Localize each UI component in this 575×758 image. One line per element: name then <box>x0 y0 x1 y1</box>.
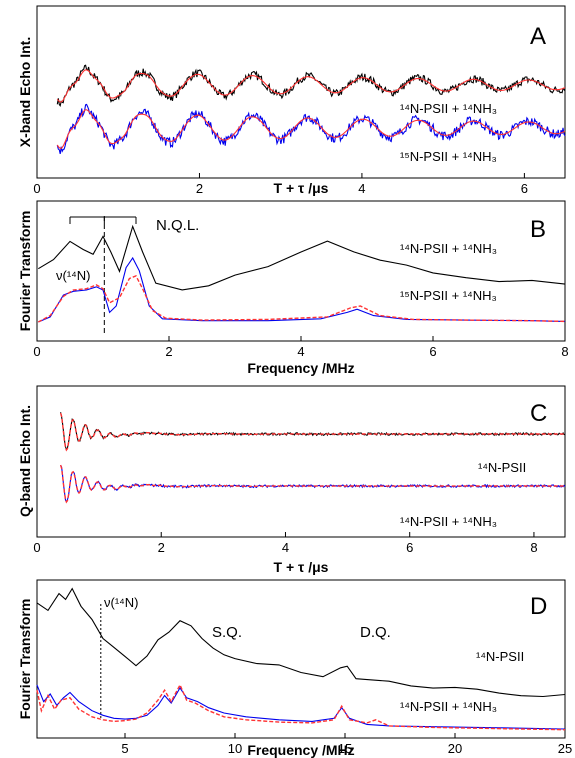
x-tick-label: 2 <box>196 181 203 196</box>
series-line-3-2 <box>36 683 566 731</box>
panel-d-nu-14n-label: ν(¹⁴N) <box>104 595 138 610</box>
panel-b-nu-14n-label: ν(¹⁴N) <box>56 268 90 283</box>
panel-c-annotation-lower: ¹⁴N-PSII + ¹⁴NH₃ <box>400 514 497 529</box>
x-tick-label: 0 <box>33 540 40 555</box>
panel-b-annotation-lower: ¹⁵N-PSII + ¹⁴NH₃ <box>400 288 497 303</box>
x-tick-label: 20 <box>448 741 462 756</box>
series-line-1-0 <box>38 224 566 291</box>
panel-b: B 0 2 4 6 8 N.Q.L. ν(¹⁴N) ¹⁴N-PSII + ¹⁴NH₃ ¹… <box>17 200 569 376</box>
panel-b-plot: 0 2 4 6 8 <box>33 216 569 359</box>
x-tick-label: 4 <box>282 540 289 555</box>
panel-a-x-axis-title: T + τ /μs <box>274 180 329 196</box>
panel-d-y-axis-title: Fourier Transform <box>17 599 33 720</box>
x-tick-label: 15 <box>338 741 352 756</box>
panel-d-annotation-lower: ¹⁴N-PSII + ¹⁴NH₃ <box>400 699 497 714</box>
panel-c-letter: C <box>530 400 547 427</box>
panel-c: C 0 2 4 6 8 ¹⁴N-PSII ¹⁴N-PSII + ¹⁴NH₃ Q-band… <box>17 385 566 575</box>
panel-a: A 0 2 4 6 ¹⁴N-PSII + ¹⁴NH₃ ¹⁵N-PSII + ¹⁴NH₃… <box>17 5 566 196</box>
panel-b-nql-label: N.Q.L. <box>156 217 199 234</box>
panel-a-y-axis-title: X-band Echo Int. <box>17 37 33 147</box>
x-tick-label: 5 <box>121 741 128 756</box>
panel-b-y-axis-title: Fourier Transform <box>17 211 33 332</box>
x-tick-label: 8 <box>530 540 537 555</box>
series-line-2-0 <box>60 412 566 451</box>
panel-d-letter: D <box>530 593 547 620</box>
panel-d: D 5 10 15 20 25 ν(¹⁴N) S.Q. D.Q. ¹⁴N-PSII ¹⁴… <box>17 579 572 758</box>
series-line-2-1 <box>59 412 565 452</box>
series-line-2-2 <box>60 464 566 503</box>
panel-d-sq-label: S.Q. <box>212 624 242 641</box>
panel-c-frame <box>36 385 566 538</box>
panel-d-plot: 5 10 15 20 25 <box>36 587 572 756</box>
x-tick-label: 8 <box>561 344 568 359</box>
x-tick-label: 6 <box>429 344 436 359</box>
panel-d-dq-label: D.Q. <box>360 624 391 641</box>
x-tick-label: 25 <box>558 741 572 756</box>
x-tick-label: 4 <box>358 181 365 196</box>
panel-d-frame <box>36 579 566 739</box>
x-tick-label: 6 <box>521 181 528 196</box>
panel-c-y-axis-title: Q-band Echo Int. <box>17 405 33 517</box>
series-line-0-1 <box>56 69 566 103</box>
panel-c-x-axis-title: T + τ /μs <box>274 559 329 575</box>
x-tick-label: 2 <box>158 540 165 555</box>
panel-a-letter: A <box>530 23 546 50</box>
panel-c-plot: 0 2 4 6 8 <box>33 412 566 555</box>
panel-b-letter: B <box>530 216 546 243</box>
x-tick-label: 4 <box>297 344 304 359</box>
series-line-0-2 <box>56 103 566 155</box>
x-tick-label: 6 <box>406 540 413 555</box>
series-line-0-0 <box>56 64 566 107</box>
x-tick-label: 10 <box>228 741 242 756</box>
panel-a-annotation-upper: ¹⁴N-PSII + ¹⁴NH₃ <box>400 101 497 116</box>
series-line-0-3 <box>56 109 566 149</box>
series-line-3-0 <box>36 587 566 698</box>
series-line-1-1 <box>38 256 566 323</box>
x-tick-label: 0 <box>33 344 40 359</box>
panel-a-plot: 0 2 4 6 <box>33 64 566 196</box>
panel-a-frame <box>36 5 566 179</box>
panel-c-annotation-upper: ¹⁴N-PSII <box>478 460 526 475</box>
panel-d-annotation-upper: ¹⁴N-PSII <box>476 649 524 664</box>
panel-a-annotation-lower: ¹⁵N-PSII + ¹⁴NH₃ <box>400 149 497 164</box>
panel-b-annotation-upper: ¹⁴N-PSII + ¹⁴NH₃ <box>400 241 497 256</box>
panel-b-x-axis-title: Frequency /MHz <box>247 360 354 376</box>
x-tick-label: 0 <box>33 181 40 196</box>
panel-d-x-axis-title: Frequency /MHz <box>247 742 354 758</box>
x-tick-label: 2 <box>165 344 172 359</box>
